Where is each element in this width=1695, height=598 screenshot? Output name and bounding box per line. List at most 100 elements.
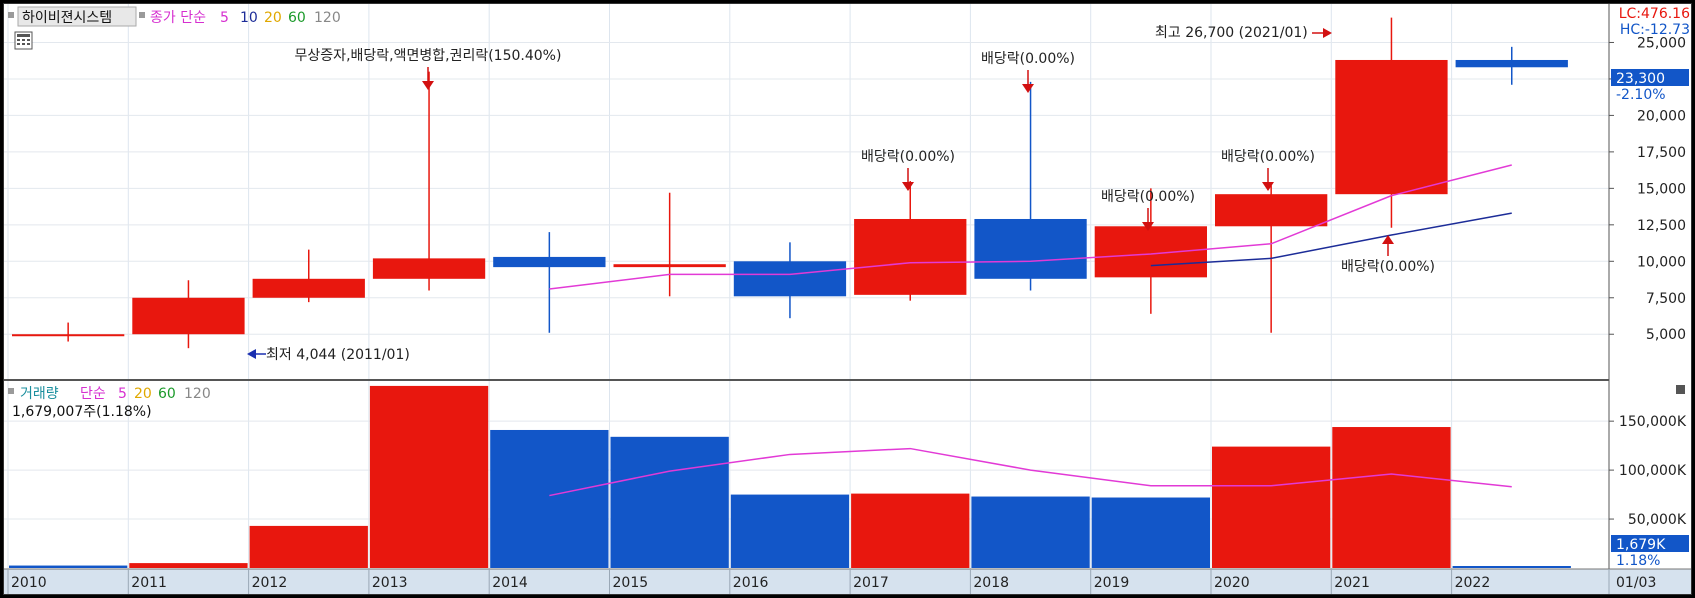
- candle-2014[interactable]: [493, 232, 606, 333]
- current-price: 23,300: [1616, 71, 1665, 87]
- x-axis-bar: [4, 569, 1691, 594]
- candle-2012[interactable]: [252, 249, 365, 303]
- stock-chart[interactable]: 2010 2011 2012 2013 2014 2015 2016 2017 2018 2019…: [4, 4, 1691, 594]
- arrow-down-icon: [422, 81, 434, 90]
- stock-name[interactable]: 하이비젼시스템: [22, 10, 112, 26]
- candle-body: [372, 258, 486, 279]
- x-tick-label: 2021: [1334, 575, 1370, 591]
- x-tick-label: 2017: [853, 575, 889, 591]
- candle-2010[interactable]: [12, 322, 125, 342]
- ma-period-60[interactable]: 60: [288, 10, 306, 26]
- annotation-2013: 무상증자,배당락,액면병합,권리락(150.40%): [295, 48, 562, 90]
- annotation-2021: 배당락(0.00%): [1341, 235, 1435, 275]
- y-tick-label: 20,000: [1637, 108, 1686, 124]
- x-tick-label: 2015: [613, 575, 649, 591]
- current-volume: 1,679K: [1616, 537, 1666, 553]
- y-tick-label: 25,000: [1637, 35, 1686, 51]
- x-tick-label: 2016: [733, 575, 769, 591]
- volume-moving-average: [549, 447, 1512, 497]
- legend-square-icon: [139, 12, 145, 18]
- volume-bar-2018[interactable]: [971, 496, 1090, 568]
- arrow-down-icon: [902, 182, 914, 191]
- stock-name-box[interactable]: [17, 6, 137, 27]
- ma-period-10[interactable]: 10: [240, 10, 258, 26]
- moving-averages: [549, 164, 1512, 290]
- volume-ma-period-120[interactable]: 120: [184, 386, 211, 402]
- arrow-right-icon: [1323, 28, 1332, 38]
- ma-period-120[interactable]: 120: [314, 10, 341, 26]
- candle-2011[interactable]: [132, 280, 245, 349]
- candle-body: [1455, 59, 1568, 68]
- annotation-2017-text: 배당락(0.00%): [861, 149, 955, 165]
- candle-2019[interactable]: [1094, 188, 1207, 314]
- volume-ma-line-5: [549, 447, 1512, 497]
- annotation-2018: 배당락(0.00%): [981, 51, 1075, 93]
- volume-bar-2011[interactable]: [129, 563, 248, 568]
- volume-bar-2017[interactable]: [851, 493, 970, 568]
- candle-body: [132, 297, 245, 335]
- ma-line-5: [549, 164, 1512, 290]
- annotation-high-text: 최고 26,700 (2021/01): [1155, 25, 1308, 41]
- candle-2018[interactable]: [974, 81, 1087, 291]
- candle-2022[interactable]: [1455, 46, 1568, 85]
- candle-body: [854, 218, 967, 295]
- candle-2013[interactable]: [372, 71, 486, 291]
- candle-body: [733, 261, 847, 297]
- volume-bar-2022[interactable]: [1452, 566, 1571, 568]
- x-axis-last-label: 01/03: [1616, 575, 1656, 591]
- volume-bar-2021[interactable]: [1332, 427, 1451, 568]
- volume-bar-2019[interactable]: [1091, 497, 1210, 568]
- annotation-2019: 배당락(0.00%): [1101, 189, 1195, 231]
- annotation-2020-text: 배당락(0.00%): [1221, 149, 1315, 165]
- volume-ma-label[interactable]: 단순: [80, 386, 106, 402]
- current-volume-badge: [1611, 535, 1689, 552]
- x-tick-label: 2020: [1214, 575, 1250, 591]
- candle-body: [974, 218, 1087, 279]
- annotation-2019-text: 배당락(0.00%): [1101, 189, 1195, 205]
- x-tick-label: 2019: [1094, 575, 1130, 591]
- ma-line-10: [1150, 212, 1512, 267]
- annotation-low-text: 최저 4,044 (2011/01): [266, 347, 410, 363]
- annotation-low: 최저 4,044 (2011/01): [247, 347, 410, 363]
- annotation-2017: 배당락(0.00%): [861, 149, 955, 191]
- volume-bar-2020[interactable]: [1212, 446, 1331, 568]
- volume-tick-label: 100,000K: [1619, 463, 1687, 479]
- volume-current: 1,679,007주(1.18%): [12, 404, 152, 420]
- volume-ma-period-20[interactable]: 20: [134, 386, 152, 402]
- volume-bar-2012[interactable]: [249, 525, 368, 568]
- volume-bar-2015[interactable]: [610, 436, 729, 568]
- candle-body: [252, 278, 365, 298]
- volume-bar-2016[interactable]: [730, 494, 850, 568]
- ma-period-20[interactable]: 20: [264, 10, 282, 26]
- calculator-icon[interactable]: [14, 31, 33, 50]
- volume-ma-period-60[interactable]: 60: [158, 386, 176, 402]
- arrow-down-icon: [1022, 84, 1034, 93]
- candle-body: [1215, 194, 1328, 227]
- candle-body: [1335, 59, 1448, 195]
- candle-2015[interactable]: [613, 192, 726, 297]
- candle-2021[interactable]: [1335, 17, 1448, 228]
- x-tick-label: 2022: [1455, 575, 1491, 591]
- volume-bar-2013[interactable]: [369, 385, 489, 568]
- annotation-2021-text: 배당락(0.00%): [1341, 259, 1435, 275]
- y-tick-label: 12,500: [1637, 218, 1686, 234]
- volume-ma-period-5[interactable]: 5: [118, 386, 127, 402]
- ma-period-5[interactable]: 5: [220, 10, 229, 26]
- current-volume-change: 1.18%: [1616, 553, 1660, 569]
- candle-body: [12, 334, 125, 337]
- candle-2020[interactable]: [1215, 185, 1328, 333]
- volume-tick-label: 50,000K: [1628, 512, 1687, 528]
- collapse-icon[interactable]: [1676, 385, 1685, 394]
- annotation-2013-text: 무상증자,배당락,액면병합,권리락(150.40%): [295, 48, 562, 64]
- volume-bars: [9, 385, 1571, 568]
- volume-bar-2014[interactable]: [490, 429, 609, 568]
- candle-2017[interactable]: [854, 181, 967, 301]
- x-tick-label: 2014: [492, 575, 528, 591]
- current-price-badge: [1611, 69, 1689, 86]
- arrow-down-icon: [1142, 222, 1154, 231]
- candle-2016[interactable]: [733, 242, 847, 319]
- ma-label[interactable]: 종가 단순: [150, 10, 206, 26]
- volume-title[interactable]: 거래량: [20, 386, 59, 402]
- volume-bar-2010[interactable]: [9, 565, 128, 568]
- candles: [12, 17, 1568, 349]
